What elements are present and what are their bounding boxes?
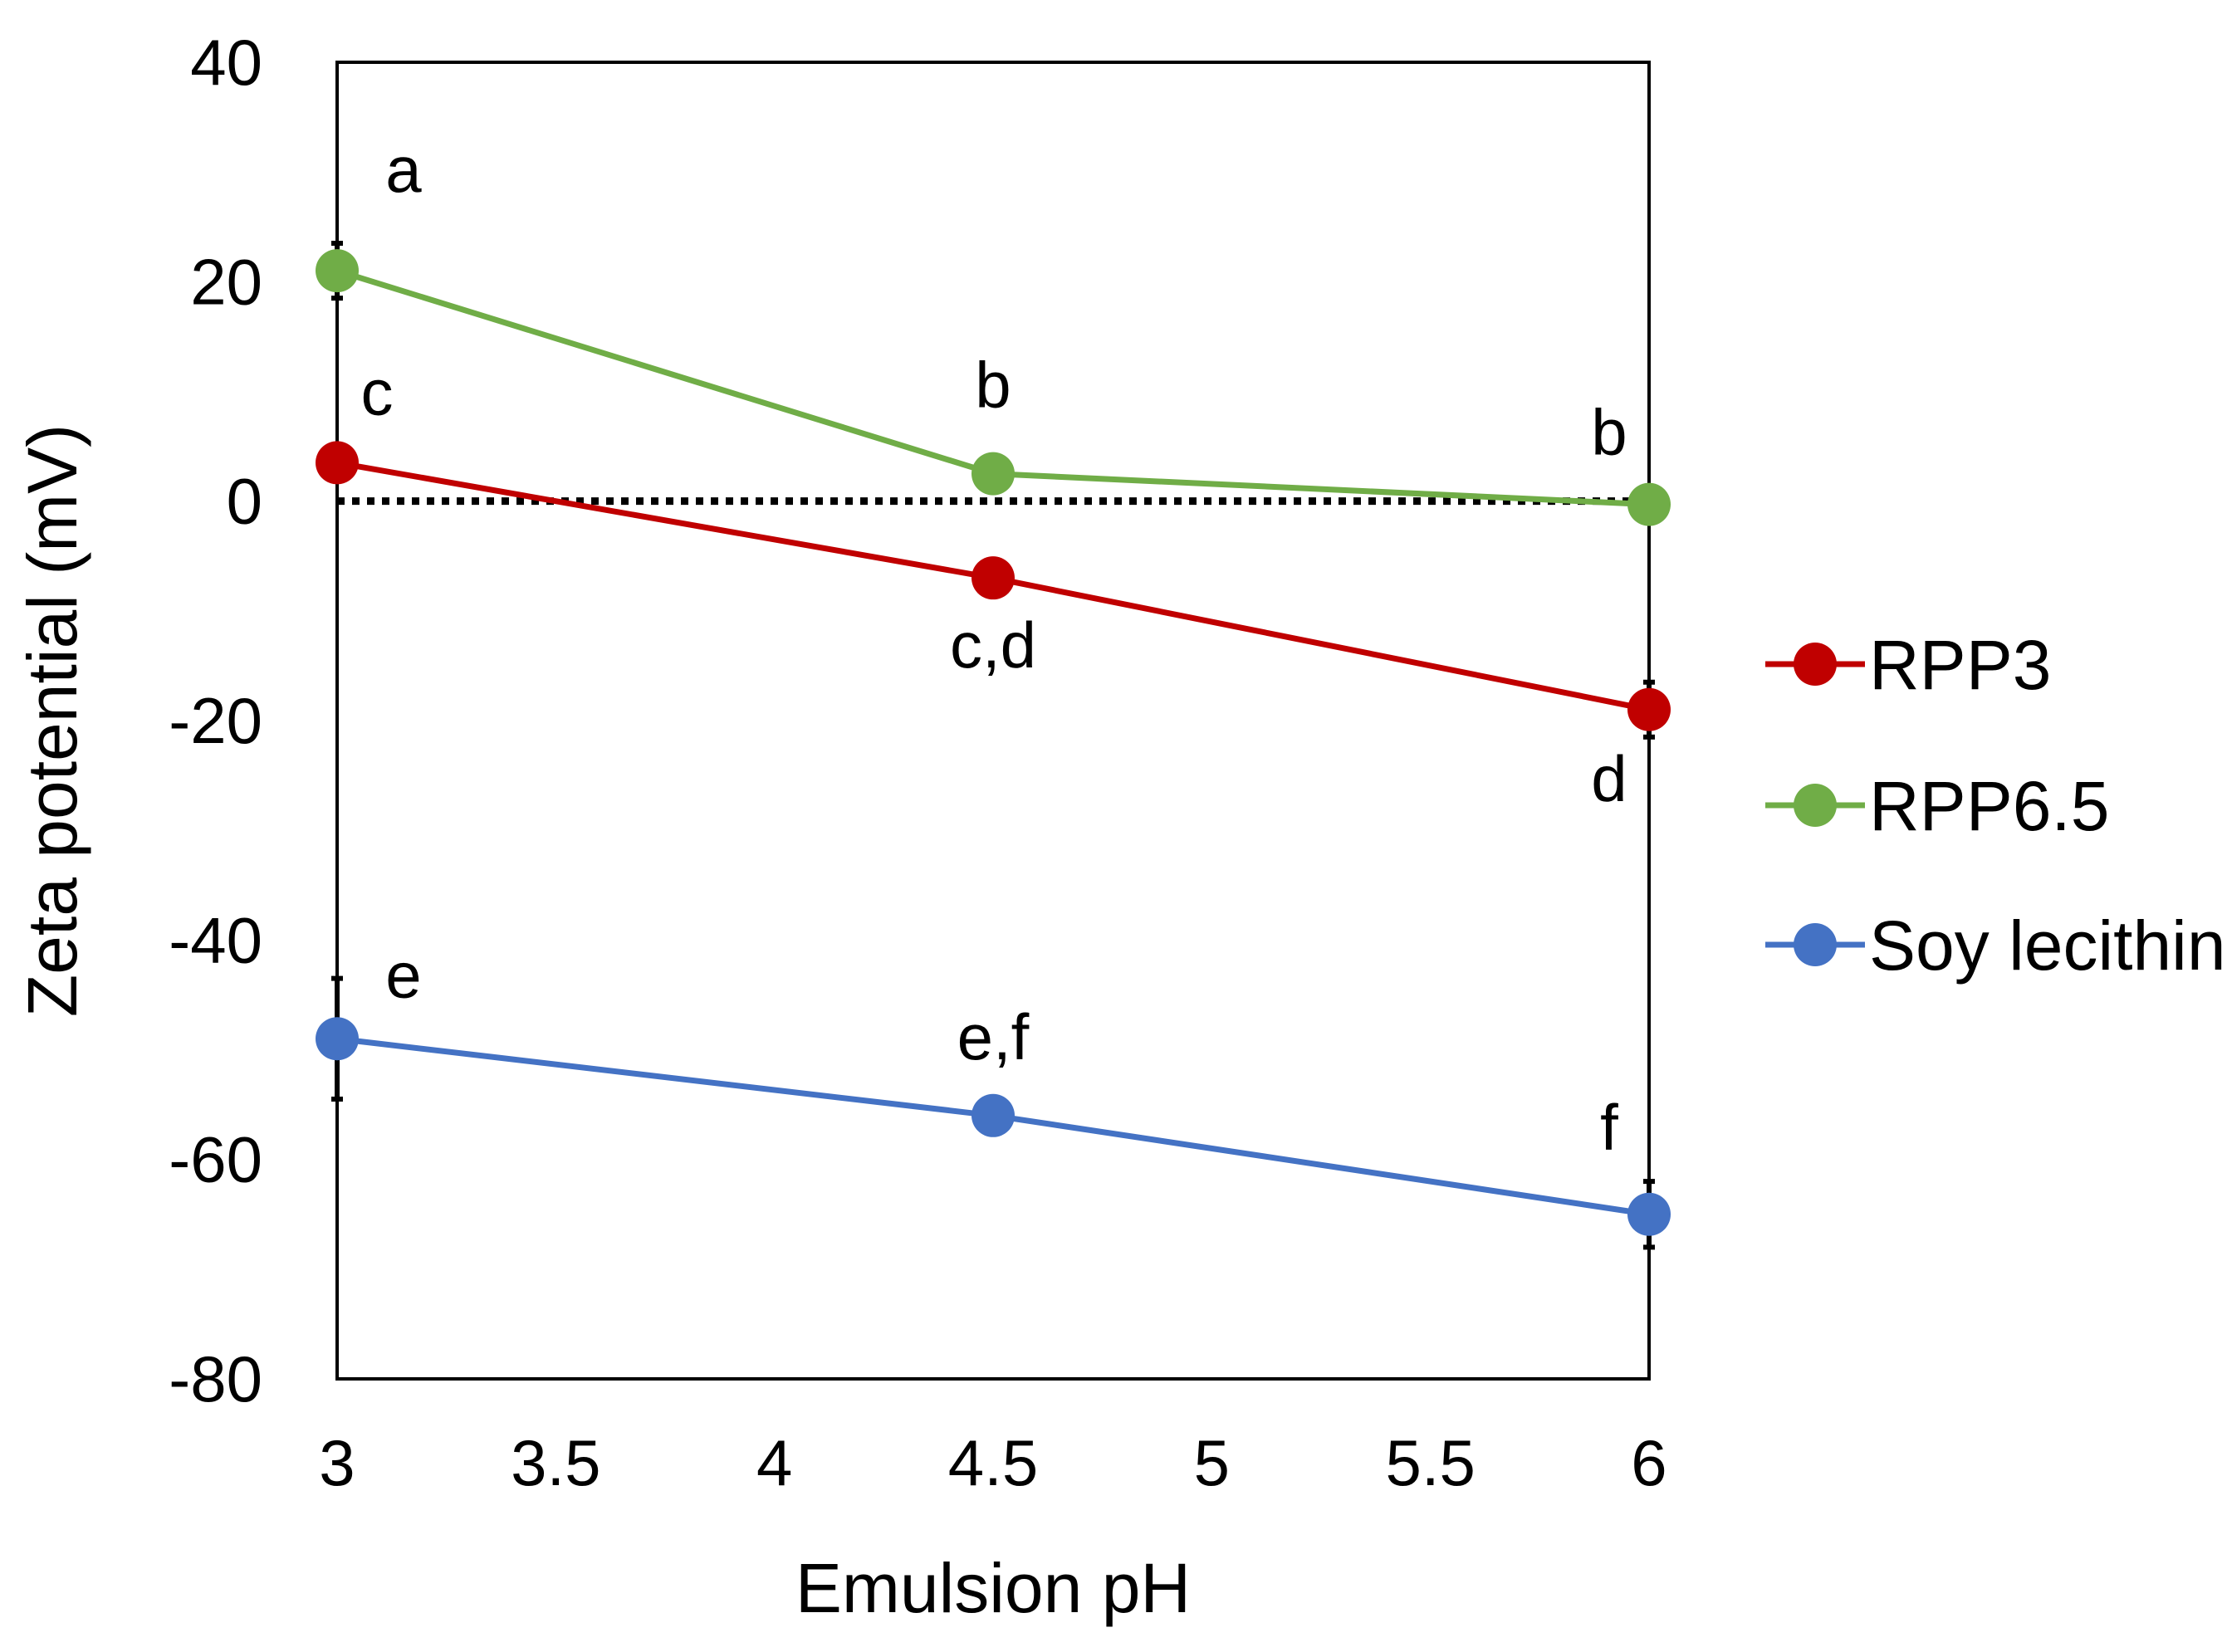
- legend-label-rpp3: RPP3: [1869, 626, 2051, 704]
- y-tick-label: -20: [169, 684, 262, 757]
- significance-letter-rpp6-5: b: [1591, 396, 1627, 469]
- data-point-rpp6-5: [1627, 482, 1671, 526]
- data-point-rpp6-5: [316, 249, 359, 293]
- x-tick-label: 3: [319, 1426, 355, 1499]
- y-tick-label: 40: [190, 26, 262, 99]
- data-point-rpp3: [1627, 687, 1671, 731]
- series-layer: c c,d d a b b e e,f f: [316, 133, 1671, 1250]
- significance-letter-rpp3: c,d: [950, 609, 1036, 682]
- y-tick-label: 0: [227, 465, 262, 538]
- x-tick-label: 5.5: [1385, 1426, 1475, 1499]
- y-tick-label: -40: [169, 903, 262, 976]
- legend-marker-soy-lecithin: [1794, 923, 1837, 966]
- x-axis-ticks: 3 3.5 4 4.5 5 5.5 6: [319, 1426, 1666, 1499]
- data-point-soy-lecithin: [972, 1093, 1015, 1137]
- significance-letter-soy-lecithin: e: [385, 938, 421, 1011]
- x-tick-label: 5: [1194, 1426, 1230, 1499]
- y-axis-title: Zeta potential (mV): [13, 424, 91, 1017]
- y-tick-label: -80: [169, 1342, 262, 1415]
- significance-letter-rpp3: c: [361, 355, 394, 428]
- x-tick-label: 4.5: [948, 1426, 1038, 1499]
- x-axis-title: Emulsion pH: [795, 1549, 1191, 1627]
- data-point-rpp3: [316, 441, 359, 485]
- data-point-rpp3: [972, 556, 1015, 600]
- significance-letter-soy-lecithin: f: [1600, 1091, 1618, 1164]
- legend-label-rpp6-5: RPP6.5: [1869, 767, 2110, 845]
- y-tick-label: 20: [190, 245, 262, 318]
- significance-letter-rpp3: d: [1591, 742, 1627, 815]
- x-tick-label: 4: [756, 1426, 792, 1499]
- legend-marker-rpp3: [1794, 643, 1837, 686]
- plot-area-frame: [335, 61, 1651, 1381]
- data-point-soy-lecithin: [1627, 1192, 1671, 1236]
- legend-marker-rpp6-5: [1794, 784, 1837, 827]
- data-point-soy-lecithin: [316, 1017, 359, 1061]
- y-tick-label: -60: [169, 1123, 262, 1196]
- significance-letter-rpp6-5: a: [385, 133, 422, 206]
- data-point-rpp6-5: [972, 452, 1015, 496]
- x-tick-label: 6: [1631, 1426, 1666, 1499]
- x-tick-label: 3.5: [511, 1426, 600, 1499]
- significance-letter-rpp6-5: b: [975, 349, 1011, 422]
- y-axis-ticks: 40 20 0 -20 -40 -60 -80: [169, 26, 262, 1415]
- significance-letter-soy-lecithin: e,f: [957, 1000, 1030, 1073]
- legend: RPP3 RPP6.5 Soy lecithin: [1765, 626, 2222, 985]
- legend-label-soy-lecithin: Soy lecithin: [1869, 907, 2222, 985]
